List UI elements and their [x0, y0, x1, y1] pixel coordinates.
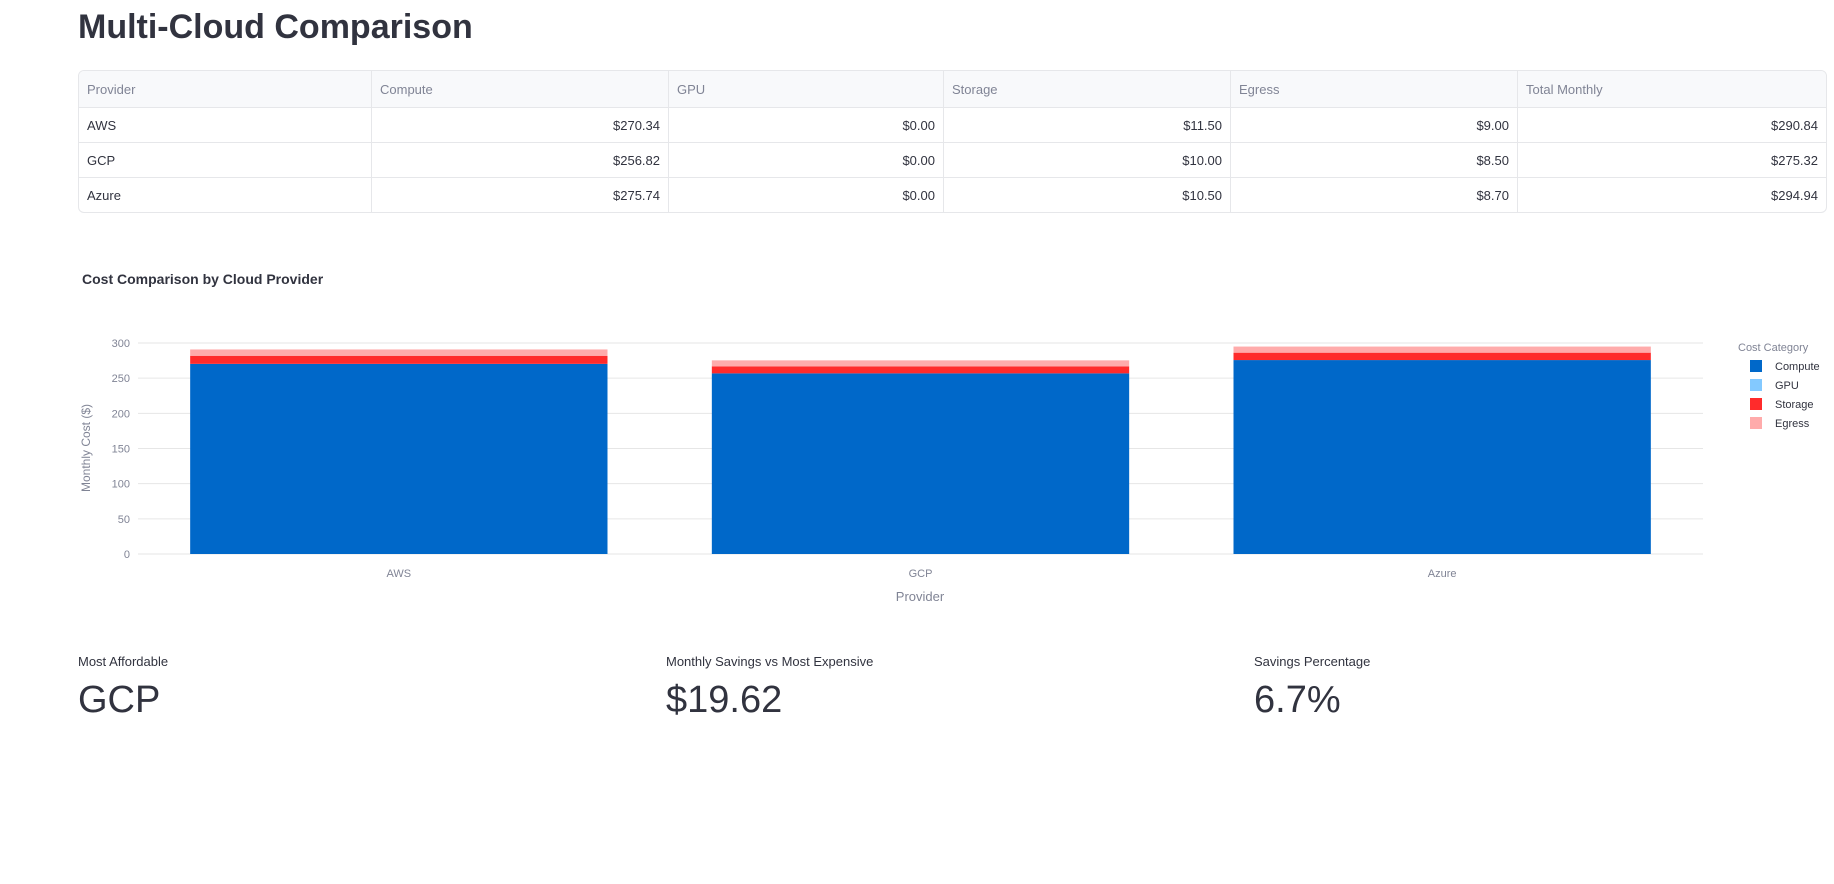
table-cell[interactable]: $290.84	[1517, 107, 1826, 143]
y-tick-label: 50	[118, 514, 130, 526]
legend-swatch	[1750, 398, 1762, 410]
col-total[interactable]: Total Monthly	[1517, 71, 1826, 108]
y-tick-label: 0	[124, 549, 130, 561]
table-cell[interactable]: AWS	[79, 107, 372, 143]
metric-most-affordable: Most Affordable GCP	[78, 654, 168, 722]
table-cell[interactable]: $270.34	[371, 107, 669, 143]
page-title: Multi-Cloud Comparison	[78, 8, 473, 46]
table-cell[interactable]: $11.50	[943, 107, 1231, 143]
table-cell[interactable]: $0.00	[668, 142, 944, 178]
col-compute[interactable]: Compute	[371, 71, 669, 108]
table-cell[interactable]: Azure	[79, 177, 372, 212]
table-cell[interactable]: $275.74	[371, 177, 669, 212]
metric-value: GCP	[78, 679, 161, 721]
table-row[interactable]: Azure $275.74 $0.00 $10.50 $8.70 $294.94	[79, 177, 1826, 212]
x-tick-label: AWS	[387, 568, 412, 580]
table-cell[interactable]: $8.50	[1230, 142, 1518, 178]
bar-segment-storage	[711, 366, 1130, 374]
bar-segment-compute	[190, 363, 608, 554]
legend-swatch	[1750, 417, 1762, 429]
metric-label: Savings Percentage	[1254, 654, 1371, 669]
cost-table[interactable]: Provider Compute GPU Storage Egress Tota…	[78, 70, 1827, 213]
table-cell[interactable]: $8.70	[1230, 177, 1518, 212]
legend-item: Egress	[1775, 418, 1810, 430]
legend-swatch	[1750, 360, 1762, 372]
table-cell[interactable]: $9.00	[1230, 107, 1518, 143]
metric-label: Most Affordable	[78, 654, 169, 669]
table-header-row: Provider Compute GPU Storage Egress Tota…	[79, 71, 1826, 108]
col-provider[interactable]: Provider	[79, 71, 372, 108]
y-tick-label: 300	[112, 338, 130, 350]
table-cell[interactable]: $294.94	[1771, 187, 1818, 203]
y-tick-label: 100	[112, 479, 130, 491]
legend-swatch	[1750, 379, 1762, 391]
legend-item: Storage	[1775, 399, 1814, 411]
table-cell[interactable]: $256.82	[371, 142, 669, 178]
metric-value: 6.7%	[1254, 679, 1341, 721]
table-cell[interactable]: $10.50	[943, 177, 1231, 212]
table-row[interactable]: GCP $256.82 $0.00 $10.00 $8.50 $275.32	[79, 142, 1826, 178]
table-cell[interactable]: $0.00	[668, 177, 944, 212]
bar-segment-compute	[711, 373, 1130, 554]
metric-value: $19.62	[666, 679, 783, 721]
col-egress[interactable]: Egress	[1230, 71, 1518, 108]
metric-monthly-savings: Monthly Savings vs Most Expensive $19.62	[666, 654, 873, 722]
x-tick-label: Azure	[1428, 568, 1457, 580]
x-axis-title: Provider	[896, 589, 945, 604]
y-tick-label: 250	[112, 373, 130, 385]
legend-item: Compute	[1775, 361, 1820, 373]
y-tick-label: 150	[112, 444, 130, 456]
table-cell[interactable]: $275.32	[1517, 142, 1826, 178]
y-tick-label: 200	[112, 408, 130, 420]
x-tick-label: GCP	[909, 568, 933, 580]
table-cell[interactable]: GCP	[79, 142, 372, 178]
col-storage[interactable]: Storage	[943, 71, 1231, 108]
bar-segment-storage	[190, 355, 608, 364]
metric-label: Monthly Savings vs Most Expensive	[666, 654, 874, 669]
metric-savings-percentage: Savings Percentage 6.7%	[1254, 654, 1370, 722]
bar-segment-egress	[711, 360, 1130, 367]
table-cell[interactable]: $0.00	[668, 107, 944, 143]
bar-segment-egress	[1233, 346, 1651, 353]
table-cell[interactable]: $10.00	[943, 142, 1231, 178]
table-row[interactable]: AWS $270.34 $0.00 $11.50 $9.00 $290.84	[79, 107, 1826, 143]
y-axis-title: Monthly Cost ($)	[79, 404, 93, 492]
bar-segment-egress	[190, 349, 608, 356]
bar-segment-storage	[1233, 352, 1651, 361]
legend-item: GPU	[1775, 380, 1799, 392]
col-gpu[interactable]: GPU	[668, 71, 944, 108]
bar-segment-compute	[1233, 360, 1651, 554]
legend-title: Cost Category	[1738, 342, 1809, 354]
chart-title: Cost Comparison by Cloud Provider	[82, 271, 324, 287]
